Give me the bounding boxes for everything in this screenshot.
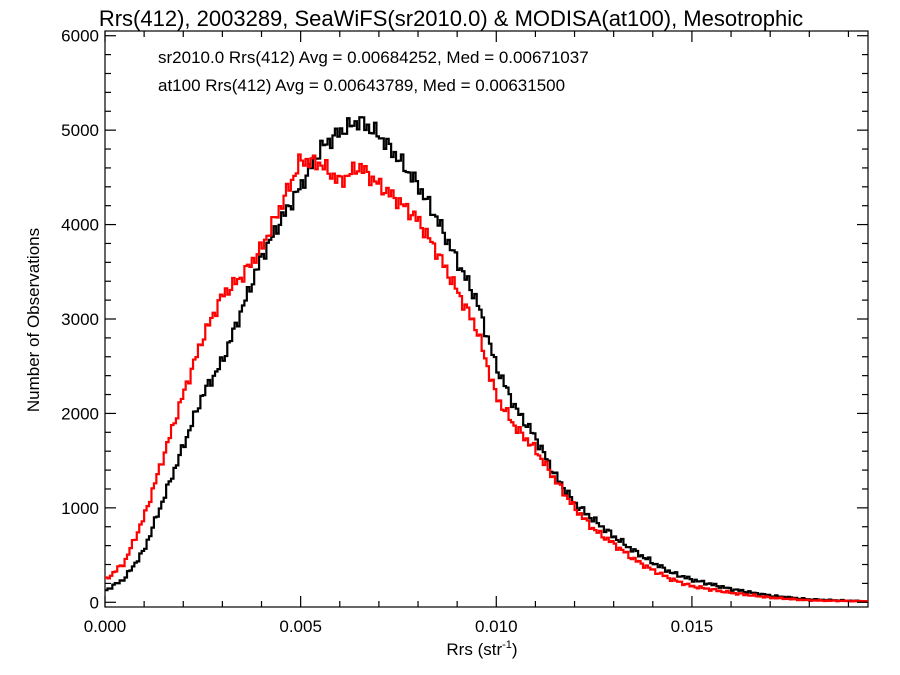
x-axis-label: Rrs (str-1) [446,639,517,659]
x-axis-label-close: ) [512,640,518,659]
y-tick-label: 4000 [61,216,99,235]
x-axis-ticks: 0.000 0.005 0.010 0.015 [84,31,850,636]
x-tick-label: 0.005 [279,617,322,636]
series-line-0 [105,116,868,603]
plot-area: 0.000 0.005 0.010 0.015 0 1000 2000 3000 4000 50… [61,27,869,636]
y-tick-label: 1000 [61,499,99,518]
x-axis-label-text: Rrs (str [446,640,502,659]
annotation-sr2010: sr2010.0 Rrs(412) Avg = 0.00684252, Med … [158,48,589,67]
x-tick-label: 0.015 [671,617,714,636]
y-tick-label: 3000 [61,310,99,329]
y-axis-ticks: 0 1000 2000 3000 4000 5000 6000 [61,27,868,612]
x-tick-label: 0.000 [84,617,127,636]
x-tick-label: 0.010 [475,617,518,636]
x-axis-label-superscript: -1 [502,639,512,651]
chart-title: Rrs(412), 2003289, SeaWiFS(sr2010.0) & M… [99,6,803,31]
plot-frame [104,30,869,608]
y-tick-label: 5000 [61,121,99,140]
annotation-at100: at100 Rrs(412) Avg = 0.00643789, Med = 0… [158,76,565,95]
y-tick-label: 2000 [61,404,99,423]
series-line-1 [105,153,868,603]
histogram-series [105,116,868,603]
y-tick-label: 0 [90,593,99,612]
y-tick-label: 6000 [61,27,99,46]
y-axis-label: Number of Observations [24,228,43,412]
